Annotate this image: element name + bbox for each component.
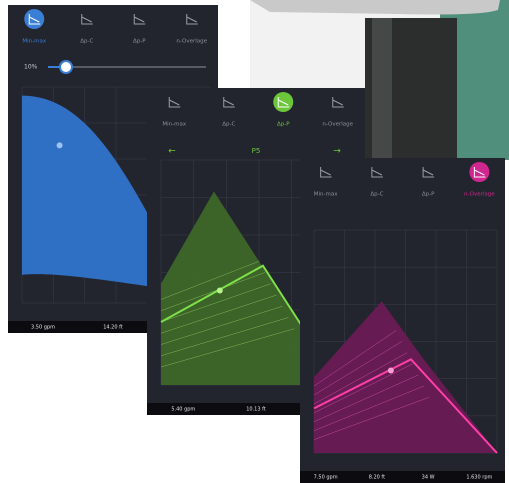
status-value: 1.630 rpm: [466, 475, 492, 481]
status-value: 5.40 gpm: [171, 407, 195, 413]
tab-label: n-Overlage: [176, 39, 207, 45]
slider-thumb[interactable]: [59, 60, 73, 74]
tab-icon: [81, 14, 93, 25]
active-curve: [313, 358, 498, 454]
tab-icon: [223, 97, 235, 108]
tab-icon: [186, 14, 198, 25]
next-arrow[interactable]: →: [333, 147, 341, 157]
tab-icon: [28, 14, 41, 25]
tab-label: Min-max: [314, 192, 338, 198]
tab-label: n-Overlage: [464, 192, 495, 198]
curve-line: [160, 283, 271, 323]
tab-icon: [371, 167, 383, 178]
mode-tab[interactable]: Δp-C: [222, 97, 235, 128]
mode-tab[interactable]: Δp-P: [422, 167, 435, 198]
prev-arrow[interactable]: ←: [168, 147, 176, 157]
curve-line: [160, 294, 277, 334]
curve-line: [313, 363, 413, 414]
status-bar: [300, 471, 505, 483]
curve-line: [313, 330, 397, 387]
mode-tab[interactable]: Min-max: [162, 97, 187, 128]
tab-icon: [320, 167, 332, 178]
mode-tab[interactable]: Δp-C: [370, 167, 384, 198]
step-label: P5: [252, 147, 261, 155]
mode-tab[interactable]: n-Overlage: [464, 162, 495, 198]
tab-label: n-Overlage: [322, 122, 353, 128]
curve-line: [313, 352, 408, 405]
mode-tab[interactable]: Δp-P: [273, 92, 294, 128]
curve-line: [160, 261, 260, 300]
curve-line: [313, 341, 402, 396]
mode-tab[interactable]: Δp-C: [80, 14, 93, 45]
tab-icon: [277, 97, 290, 108]
curve-line: [313, 385, 424, 431]
operating-point: [387, 367, 394, 374]
mode-tab[interactable]: Min-max: [314, 167, 338, 198]
tab-label: Δp-C: [222, 122, 235, 128]
tab-label: Min-max: [22, 39, 46, 45]
app-screen: Min-max Δp-C Δp-P n-Overlage 7.50 gpm 8.20 ft…: [300, 158, 505, 483]
tab-label: Δp-P: [422, 192, 435, 198]
tab-icon: [168, 97, 181, 108]
operating-area: [314, 301, 497, 453]
tab-label: Δp-P: [277, 122, 290, 128]
tab-icon: [133, 14, 146, 25]
operating-point: [216, 287, 223, 294]
status-value: 8.20 ft: [369, 475, 385, 481]
curve-line: [160, 317, 289, 356]
active-curve: [160, 264, 309, 337]
status-value: 14.20 ft: [103, 325, 123, 331]
operating-point: [56, 142, 63, 149]
tab-icon: [422, 167, 435, 178]
status-value: 34 W: [422, 475, 435, 481]
curve-line: [313, 397, 430, 440]
tab-icon: [473, 167, 486, 178]
status-value: 10.13 ft: [246, 407, 266, 413]
mode-tab[interactable]: n-Overlage: [176, 14, 208, 45]
status-value: 7.50 gpm: [314, 475, 338, 481]
curve-line: [160, 306, 283, 345]
curve-line: [313, 374, 419, 423]
tab-icon: [332, 97, 344, 108]
tab-label: Δp-C: [80, 39, 93, 45]
tab-label: Δp-P: [133, 39, 146, 45]
mode-tab[interactable]: n-Overlage: [322, 97, 354, 128]
mode-tab[interactable]: Min-max: [22, 9, 47, 45]
curve-line: [160, 328, 295, 368]
tab-label: Δp-C: [370, 192, 383, 198]
mode-tab[interactable]: Δp-P: [133, 14, 146, 45]
tab-label: Min-max: [162, 122, 186, 128]
slider-label: 10%: [24, 64, 38, 71]
curve-line: [160, 272, 265, 311]
status-value: 3.50 gpm: [31, 325, 55, 331]
